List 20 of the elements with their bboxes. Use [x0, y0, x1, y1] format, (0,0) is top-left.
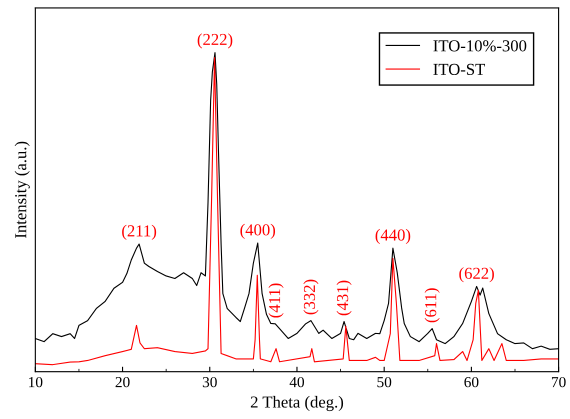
x-tick-label: 60	[464, 376, 478, 388]
annotation: (431)	[336, 280, 352, 316]
legend-label: ITO-10%-300	[433, 40, 526, 52]
y-axis-title: Intensity (a.u.)	[14, 142, 30, 238]
annotation: (440)	[376, 228, 410, 244]
x-axis-title: 2 Theta (deg.)	[250, 396, 344, 412]
annotation: (611)	[424, 288, 440, 322]
annotation: (411)	[268, 284, 284, 318]
x-tick-label: 70	[552, 376, 566, 388]
x-tick-label: 10	[29, 376, 42, 388]
annotation: (400)	[240, 224, 276, 239]
annotation: (222)	[198, 33, 232, 48]
x-tick-label: 30	[202, 376, 217, 388]
annotation: (332)	[303, 280, 318, 314]
x-tick-label: 50	[377, 376, 392, 388]
annotation: (622)	[459, 267, 494, 282]
annotation: (211)	[122, 224, 156, 240]
x-tick-label: 20	[116, 376, 130, 388]
x-tick-label: 40	[290, 376, 304, 388]
legend-label: ITO-ST	[433, 64, 486, 76]
